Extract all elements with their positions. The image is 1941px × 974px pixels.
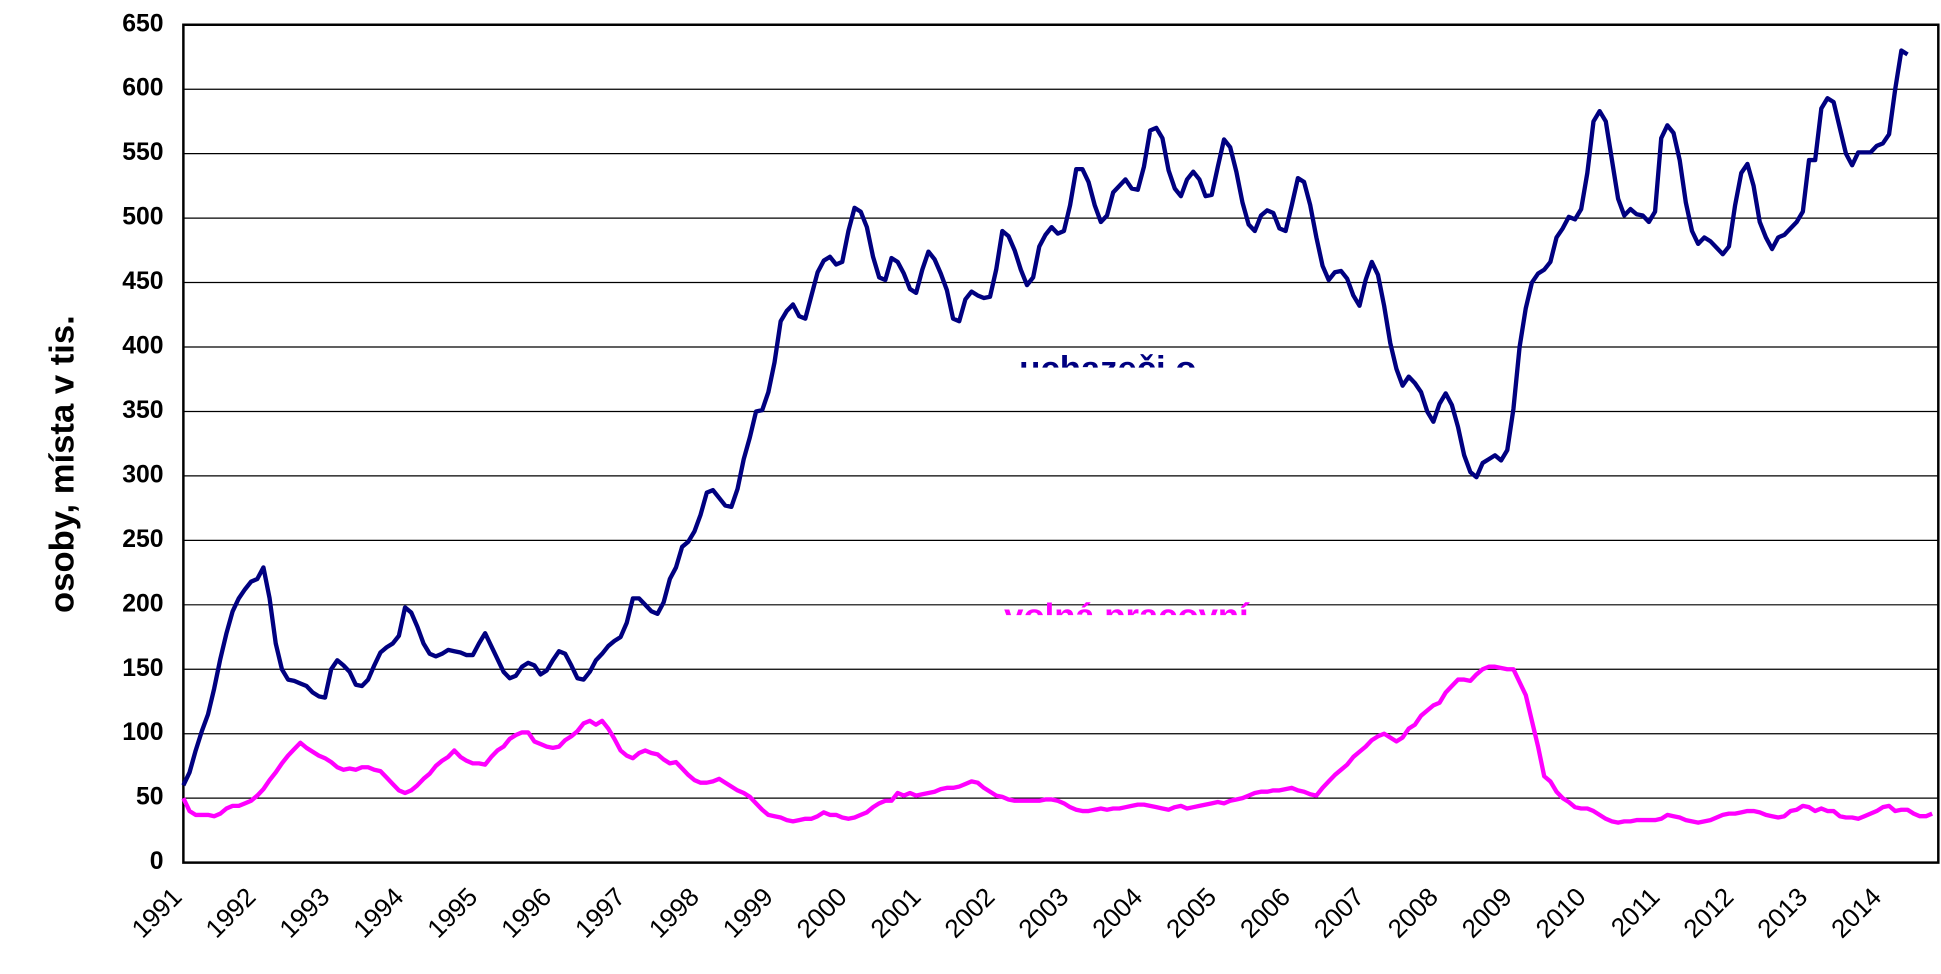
- y-tick-label: 450: [122, 268, 163, 295]
- y-tick-label: 500: [122, 204, 163, 231]
- x-tick-label: 1994: [347, 882, 409, 944]
- x-tick-label: 1998: [643, 882, 705, 944]
- x-tick-label: 2014: [1825, 882, 1887, 944]
- y-tick-label: 250: [122, 526, 163, 553]
- x-tick-label: 1995: [421, 882, 483, 944]
- x-tick-label: 2006: [1234, 882, 1296, 944]
- x-tick-label: 1997: [569, 882, 631, 944]
- x-tick-label: 2003: [1012, 882, 1074, 944]
- y-tick-label: 300: [122, 461, 163, 488]
- y-axis-title: osoby, místa v tis.: [44, 315, 82, 613]
- x-tick-label: 2001: [864, 882, 926, 944]
- x-tick-label: 2002: [938, 882, 1000, 944]
- x-tick-label: 2012: [1677, 882, 1739, 944]
- x-tick-label: 2011: [1605, 882, 1666, 943]
- annotation: volná pracovní: [1004, 597, 1250, 635]
- x-tick-label: 2000: [791, 882, 853, 944]
- x-tick-label: 2007: [1308, 882, 1370, 944]
- plot-border: [182, 23, 1940, 864]
- y-tick-label: 350: [122, 397, 163, 424]
- x-tick-label: 2013: [1751, 882, 1813, 944]
- x-tick-label: 2008: [1382, 882, 1444, 944]
- x-tick-label: 1993: [273, 882, 335, 944]
- y-tick-label: 100: [122, 719, 163, 746]
- y-tick-label: 600: [122, 75, 163, 102]
- x-tick-label: 2009: [1456, 882, 1518, 944]
- series-line: [181, 48, 1909, 787]
- annotation: uchazeči o: [1019, 350, 1196, 388]
- y-tick-label: 400: [122, 333, 163, 360]
- x-tick-label: 1992: [199, 882, 261, 944]
- y-tick-label: 50: [136, 784, 164, 811]
- x-tick-label: 1999: [717, 882, 779, 944]
- x-tick-label: 2010: [1529, 882, 1591, 944]
- y-tick-label: 200: [122, 590, 163, 617]
- x-tick-label: 2004: [1086, 882, 1148, 944]
- x-tick-label: 2005: [1160, 882, 1222, 944]
- x-tick-label: 1996: [495, 882, 557, 944]
- y-tick-label: 650: [122, 10, 163, 37]
- y-tick-label: 150: [122, 655, 163, 682]
- y-tick-label: 0: [150, 848, 164, 875]
- y-tick-label: 550: [122, 139, 163, 166]
- x-tick-label: 1991: [126, 882, 188, 944]
- series-line: [181, 664, 1933, 825]
